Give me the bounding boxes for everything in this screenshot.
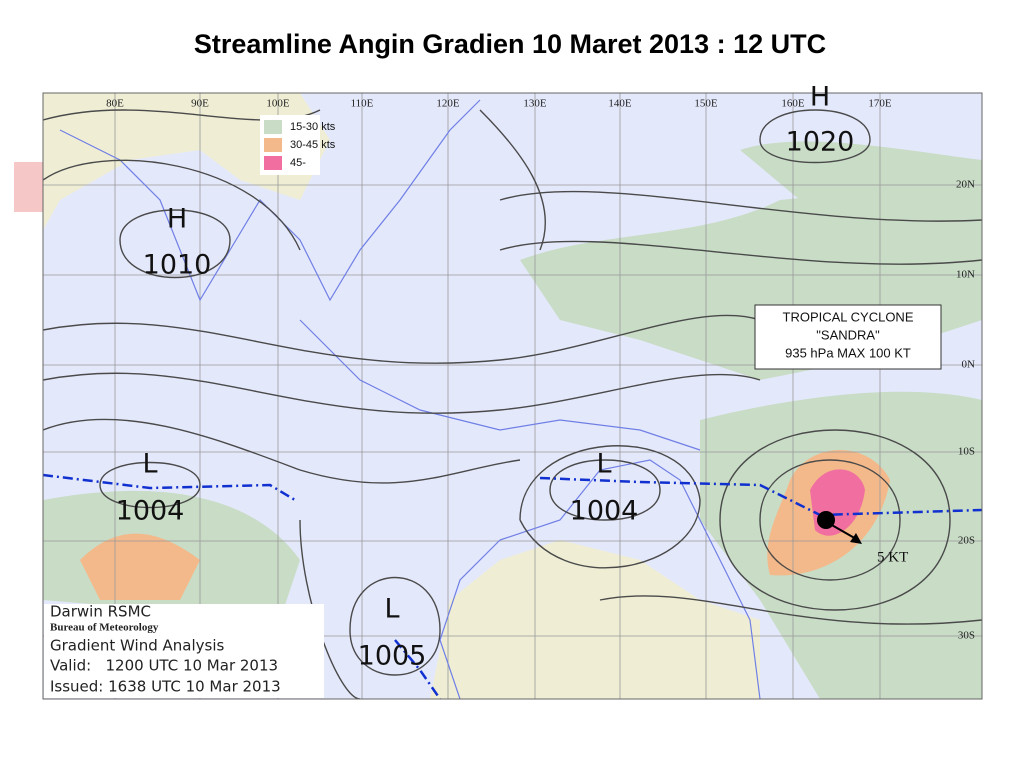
longitude-label: 100E [266,98,290,110]
cyclone-text: 935 hPa MAX 100 KT [785,345,911,360]
longitude-label: 90E [191,98,209,110]
pressure-type: L [384,594,399,625]
latitude-label: 10N [956,269,975,281]
pressure-value: 1020 [786,127,855,158]
info-text: Gradient Wind Analysis [50,637,225,655]
legend-label: 15-30 kts [290,121,336,133]
latitude-label: 0N [962,359,976,371]
legend-label: 45- [290,157,306,169]
trough-line [394,639,442,699]
pressure-type: H [810,82,830,113]
pressure-type: L [596,449,611,480]
longitude-label: 150E [694,98,718,110]
cyclone-text: "SANDRA" [816,327,880,342]
legend: 15-30 kts 30-45 kts 45- [260,115,336,175]
longitude-label: 140E [608,98,632,110]
land [430,540,760,699]
cyclone-box: TROPICAL CYCLONE "SANDRA" 935 hPa MAX 10… [754,304,942,370]
info-box: Darwin RSMC Bureau of Meteorology Gradie… [44,603,324,698]
legend-swatch [264,156,282,170]
strong-wind-zone [80,533,200,600]
cyclone-box-frame [754,304,942,370]
cyclone-text: TROPICAL CYCLONE [783,309,914,324]
pressure-value: 1005 [358,641,427,672]
info-box-background [44,604,324,698]
longitude-label: 80E [106,98,124,110]
legend-swatch [264,120,282,134]
motion-label: 5 KT [877,549,908,565]
streamlines [43,109,982,699]
longitude-label: 130E [523,98,547,110]
map: 80E 90E 100E 110E 120E 130E 140E 150E 16… [42,82,983,700]
legend-label: 30-45 kts [290,139,336,151]
trough-line [43,473,296,502]
latitude-label: 20S [958,535,975,547]
pressure-value: 1004 [570,496,639,527]
trough-line [539,476,982,517]
latitude-label: 20N [956,179,975,191]
info-text: Darwin RSMC [50,603,151,621]
info-text: Bureau of Meteorology [50,622,159,634]
title: Streamline Angin Gradien 10 Maret 2013 :… [194,29,826,59]
longitude-label: 110E [351,98,374,110]
longitude-label: 160E [781,98,805,110]
longitude-label: 120E [436,98,460,110]
pressure-type: L [142,449,157,480]
pressure-type: H [167,204,187,235]
map-frame [42,92,983,700]
longitude-label: 170E [868,98,892,110]
legend-swatch [264,138,282,152]
pressure-value: 1004 [116,496,185,527]
pressure-value: 1010 [143,250,212,281]
latitude-label: 10S [958,446,975,458]
info-text: Issued: 1638 UTC 10 Mar 2013 [50,678,281,696]
info-text: Valid: 1200 UTC 10 Mar 2013 [50,657,278,675]
latitude-label: 30S [958,630,975,642]
slide-decoration [14,162,44,212]
motion-arrow-head [850,533,862,544]
